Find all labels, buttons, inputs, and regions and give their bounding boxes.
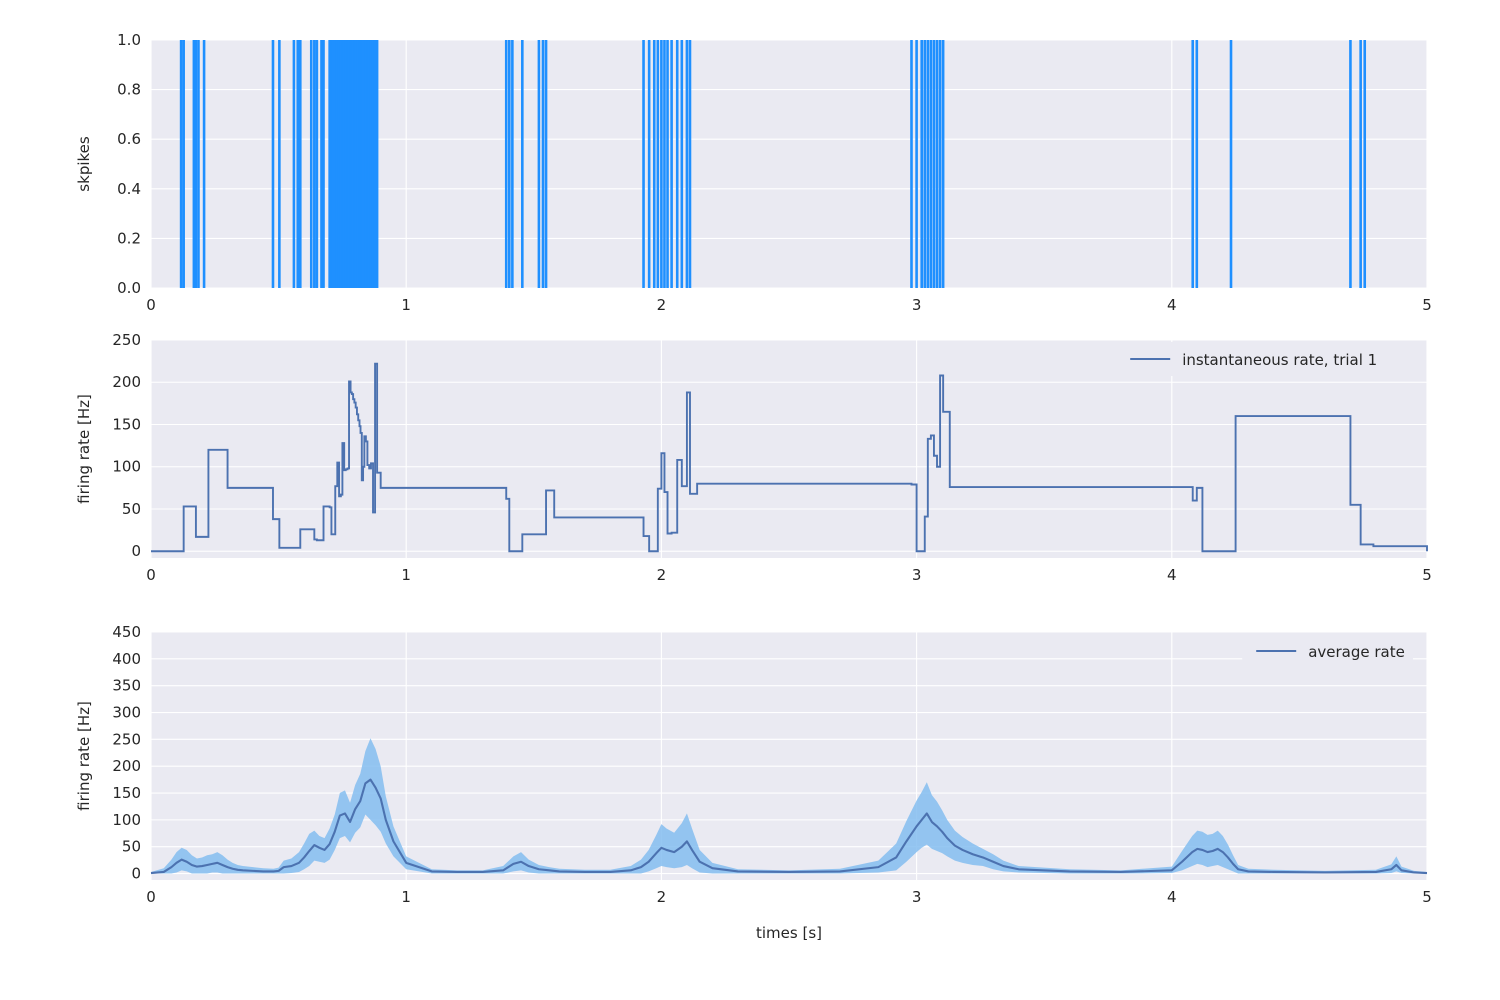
y-tick-label: 150 — [112, 415, 141, 433]
y-tick-label: 250 — [112, 331, 141, 349]
y-axis-ticklabels: 0 50 100 150 200 250 300 350 400 450 — [112, 623, 141, 883]
y-tick-label: 50 — [122, 500, 141, 518]
y-tick-label: 0.0 — [117, 279, 141, 297]
x-tick-label: 4 — [1167, 566, 1177, 584]
y-tick-label: 350 — [112, 677, 141, 695]
x-axis-ticklabels: 0 1 2 3 4 5 — [146, 296, 1432, 314]
panel-average-rate: 0 1 2 3 4 5 0 50 100 150 200 250 300 350 400 450 firing … — [0, 610, 1500, 1000]
y-tick-label: 400 — [112, 650, 141, 668]
spike-raster-svg: 0 1 2 3 4 5 0.0 0.2 0.4 0.6 0.8 1.0 skpikes — [75, 31, 1432, 314]
x-tick-label: 1 — [401, 566, 411, 584]
y-tick-label: 150 — [112, 784, 141, 802]
x-tick-label: 3 — [912, 888, 922, 906]
x-tick-label: 0 — [146, 888, 156, 906]
x-tick-label: 1 — [401, 296, 411, 314]
x-tick-label: 0 — [146, 566, 156, 584]
y-axis-ticklabels: 0.0 0.2 0.4 0.6 0.8 1.0 — [117, 31, 141, 297]
x-tick-label: 5 — [1422, 888, 1432, 906]
legend: instantaneous rate, trial 1 — [1116, 342, 1413, 376]
spike-lines-group — [179, 40, 1367, 288]
x-axis-label: times [s] — [756, 924, 822, 942]
y-tick-label: 0.6 — [117, 130, 141, 148]
y-tick-label: 100 — [112, 458, 141, 476]
y-tick-label: 250 — [112, 730, 141, 748]
y-tick-label: 0.2 — [117, 229, 141, 247]
y-tick-label: 0.8 — [117, 81, 141, 99]
average-rate-line — [150, 778, 1428, 875]
y-axis-label: skpikes — [75, 136, 93, 192]
x-tick-label: 4 — [1167, 296, 1177, 314]
average-rate-svg: 0 1 2 3 4 5050100150200250300350400450firing … — [75, 623, 1432, 942]
instantaneous-rate-line — [151, 362, 1428, 553]
legend: average rate — [1242, 634, 1413, 668]
y-axis-label: firing rate [Hz] — [75, 394, 93, 504]
y-tick-label: 50 — [122, 838, 141, 856]
y-tick-label: 0 — [131, 542, 141, 560]
y-tick-label: 0 — [131, 865, 141, 883]
x-tick-label: 2 — [657, 296, 667, 314]
y-tick-label: 0.4 — [117, 180, 141, 198]
x-tick-label: 4 — [1167, 888, 1177, 906]
x-tick-label: 3 — [912, 566, 922, 584]
panel-instantaneous-rate: 0 1 2 3 4 5 0 50 100 150 200 250 firing rate [Hz] ins… — [0, 318, 1500, 610]
legend-label: average rate — [1308, 643, 1405, 661]
plot-background — [151, 632, 1427, 880]
gridlines — [150, 631, 1428, 880]
y-tick-label: 450 — [112, 623, 141, 641]
x-tick-label: 1 — [401, 888, 411, 906]
x-axis-ticklabels: 0 1 2 3 4 5 — [146, 566, 1432, 584]
x-tick-label: 3 — [912, 296, 922, 314]
y-axis-ticklabels: 0 50 100 150 200 250 — [112, 331, 141, 560]
y-tick-label: 100 — [112, 811, 141, 829]
x-axis-ticklabels: 0 1 2 3 4 5 — [146, 888, 1432, 906]
x-tick-label: 5 — [1422, 566, 1432, 584]
y-tick-label: 1.0 — [117, 31, 141, 49]
y-axis-label: firing rate [Hz] — [75, 701, 93, 811]
x-tick-label: 2 — [657, 888, 667, 906]
y-tick-label: 200 — [112, 373, 141, 391]
y-tick-label: 200 — [112, 757, 141, 775]
panel-spike-raster: 0 1 2 3 4 5 0.0 0.2 0.4 0.6 0.8 1.0 skpikes — [0, 0, 1500, 318]
y-tick-label: 300 — [112, 704, 141, 722]
x-tick-label: 5 — [1422, 296, 1432, 314]
legend-label: instantaneous rate, trial 1 — [1182, 351, 1377, 369]
x-tick-label: 0 — [146, 296, 156, 314]
x-tick-label: 2 — [657, 566, 667, 584]
